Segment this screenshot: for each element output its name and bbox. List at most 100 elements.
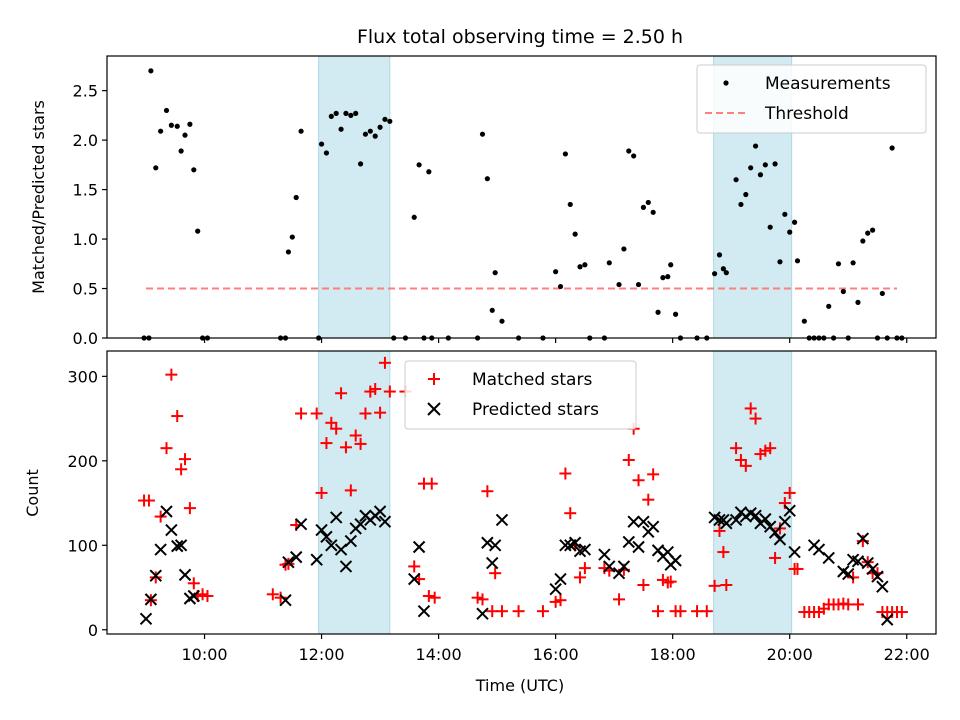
matched-star-point-62 xyxy=(613,593,626,606)
matched-star-point-84 xyxy=(739,459,752,472)
measurement-point-106 xyxy=(840,288,846,295)
predicted-star-point-87 xyxy=(866,562,879,576)
matched-star-point-52 xyxy=(536,605,549,618)
predicted-star-point-41 xyxy=(559,539,572,552)
measurement-point-66 xyxy=(626,148,632,154)
matched-star-point-24 xyxy=(320,437,333,450)
measurement-point-74 xyxy=(665,274,671,280)
legend-measurements-label: Measurements xyxy=(765,74,891,94)
predicted-star-point-75 xyxy=(778,515,792,528)
matched-star-point-39 xyxy=(408,560,421,573)
legend-matched-label: Matched stars xyxy=(472,370,592,390)
measurement-point-68 xyxy=(635,281,642,288)
measurement-point-112 xyxy=(870,227,876,233)
matched-star-point-36 xyxy=(378,356,391,369)
measurement-point-70 xyxy=(645,199,651,206)
x-axis-label: Time (UTC) xyxy=(475,676,564,695)
measurement-point-110 xyxy=(860,238,866,244)
predicted-star-point-18 xyxy=(320,530,333,544)
matched-star-point-82 xyxy=(730,442,743,455)
measurement-point-95 xyxy=(787,229,793,235)
measurement-point-63 xyxy=(606,260,612,266)
predicted-star-point-8 xyxy=(174,539,188,552)
predicted-star-point-34 xyxy=(476,607,489,620)
bottom-y-axis-label: Count xyxy=(23,469,42,517)
bottom-axes-frame xyxy=(106,350,937,635)
matched-star-point-68 xyxy=(642,493,655,506)
top-panel: 0.0 0.5 1.0 1.5 2.0 2.5 Matched/Predicted sta… xyxy=(29,55,937,348)
matched-star-point-19 xyxy=(282,557,295,570)
measurement-point-90 xyxy=(762,162,768,168)
matched-star-point-22 xyxy=(310,407,323,420)
measurement-point-57 xyxy=(567,201,573,208)
measurement-point-58 xyxy=(572,231,578,237)
measurement-point-25 xyxy=(328,113,334,119)
predicted-star-point-5 xyxy=(160,505,173,518)
measurement-point-3 xyxy=(148,68,154,74)
top-y-axis-label: Matched/Predicted stars xyxy=(29,100,48,294)
predicted-star-point-6 xyxy=(165,523,178,537)
predicted-star-point-74 xyxy=(773,533,787,546)
matched-star-point-27 xyxy=(335,387,348,400)
measurement-point-51 xyxy=(499,318,505,324)
measurement-point-64 xyxy=(616,281,622,288)
matched-star-point-89 xyxy=(764,442,777,455)
matched-star-point-23 xyxy=(315,486,328,499)
measurement-point-86 xyxy=(743,191,749,198)
predicted-star-point-45 xyxy=(578,543,592,556)
top-y-tick-label-2: 0.5 xyxy=(73,280,98,299)
matched-star-point-6 xyxy=(160,442,173,455)
measurement-point-40 xyxy=(411,214,417,220)
top-axes-frame xyxy=(106,55,937,339)
measurement-point-23 xyxy=(318,141,325,147)
measurement-point-111 xyxy=(865,230,871,236)
measurement-point-26 xyxy=(333,110,339,116)
top-x-ticks xyxy=(203,338,908,343)
predicted-star-point-89 xyxy=(876,580,889,593)
measurement-point-33 xyxy=(367,128,373,134)
predicted-star-point-2 xyxy=(144,593,158,606)
measurement-point-103 xyxy=(826,303,832,309)
matched-star-point-56 xyxy=(564,507,577,520)
matched-star-point-54 xyxy=(554,594,567,607)
measurement-point-75 xyxy=(668,262,674,268)
measurement-point-67 xyxy=(631,153,637,159)
bottom-panel: 0 100 200 300 10:00 12:00 14:00 16:00 18:00 20:0… xyxy=(23,350,937,695)
predicted-star-point-25 xyxy=(354,517,367,531)
measurement-point-91 xyxy=(767,224,773,230)
measurement-point-7 xyxy=(168,122,174,128)
legend-predicted-label: Predicted stars xyxy=(472,400,599,420)
predicted-star-point-15 xyxy=(294,517,308,531)
predicted-stars-points xyxy=(139,504,894,626)
matched-star-point-8 xyxy=(171,410,184,423)
matched-star-point-21 xyxy=(295,407,308,420)
matched-star-point-55 xyxy=(559,467,572,480)
measurement-point-21 xyxy=(298,128,304,134)
measurement-point-35 xyxy=(377,124,383,130)
matched-star-point-67 xyxy=(637,579,650,592)
predicted-star-point-30 xyxy=(378,515,392,528)
x-tick-label-1: 10:00 xyxy=(181,645,227,664)
matched-star-point-46 xyxy=(476,593,489,606)
measurement-point-93 xyxy=(777,259,783,265)
matched-star-point-9 xyxy=(175,463,188,476)
predicted-star-point-46 xyxy=(598,548,611,561)
measurement-point-48 xyxy=(484,176,490,182)
measurement-point-55 xyxy=(557,283,564,290)
predicted-star-point-36 xyxy=(486,556,499,570)
top-y-tick-label-3: 1.0 xyxy=(73,230,98,249)
chart-title: Flux total observing time = 2.50 h xyxy=(357,26,683,48)
bottom-y-tick-label-2: 100 xyxy=(67,536,98,555)
matched-star-point-34 xyxy=(369,383,382,396)
measurement-point-65 xyxy=(621,246,627,252)
legend-predicted-marker xyxy=(427,402,441,416)
matched-star-point-17 xyxy=(274,591,287,604)
predicted-star-point-40 xyxy=(554,572,567,586)
predicted-star-point-32 xyxy=(412,540,426,554)
x-tick-label-3: 14:00 xyxy=(416,645,462,664)
measurement-point-30 xyxy=(353,110,359,116)
measurement-point-37 xyxy=(387,118,393,124)
measurement-point-11 xyxy=(187,121,193,127)
measurement-point-6 xyxy=(163,107,170,114)
